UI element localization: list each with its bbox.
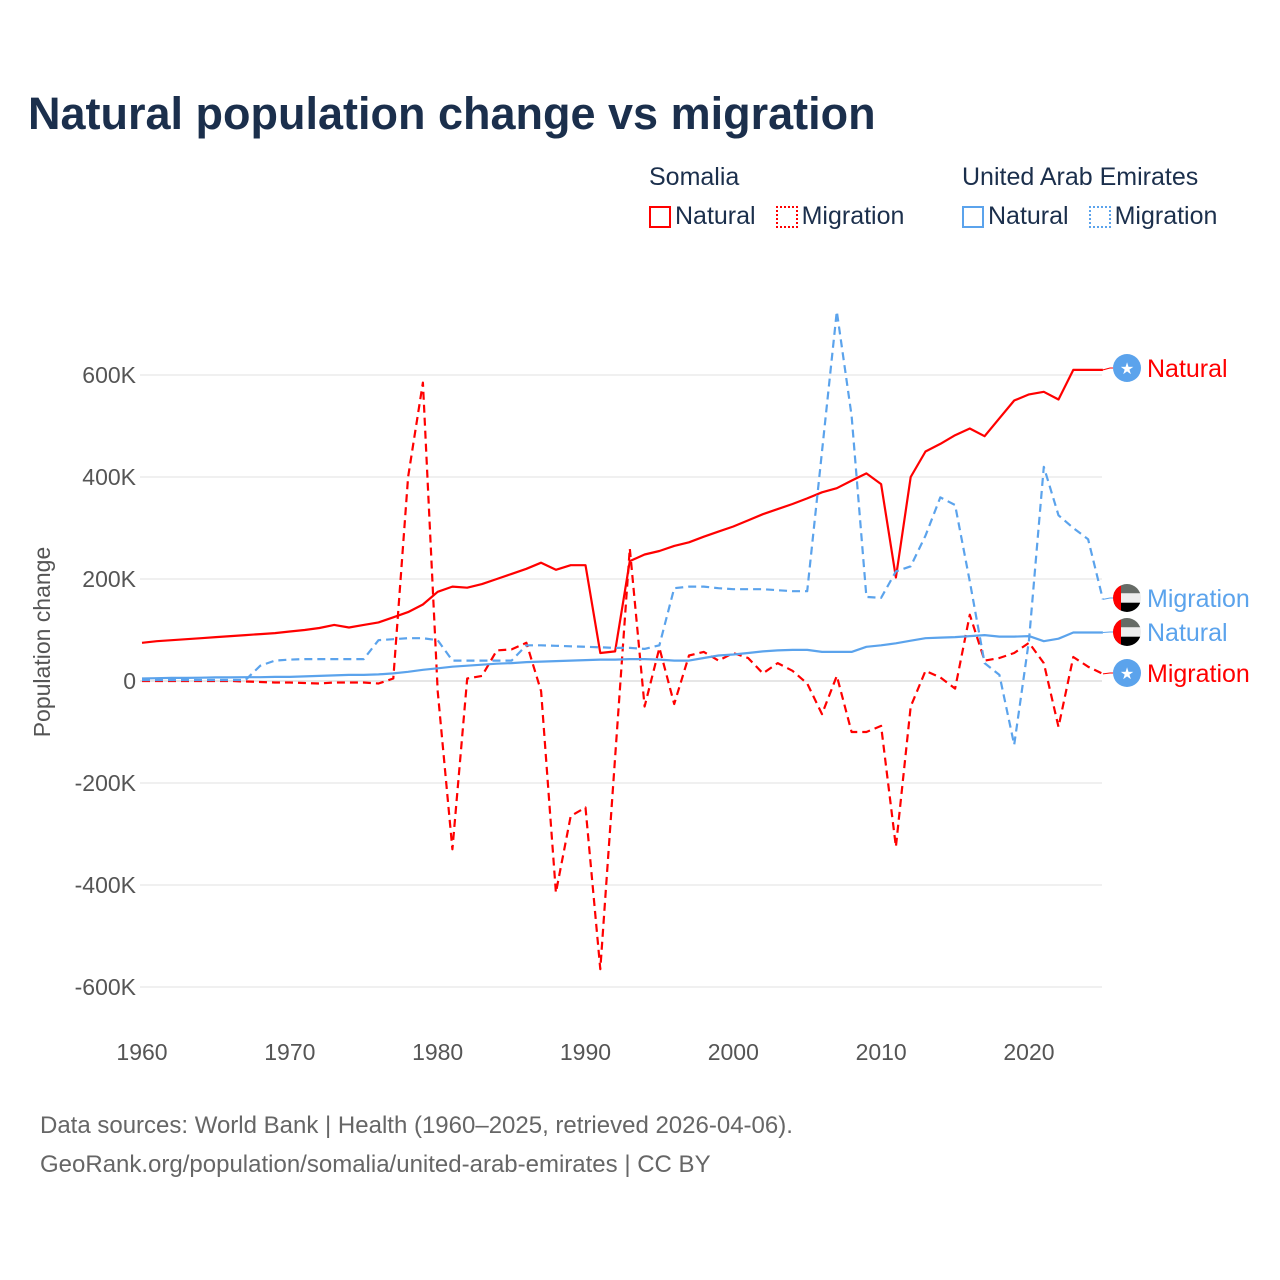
flag-circle	[1113, 354, 1141, 382]
x-tick-label: 2020	[1003, 1039, 1054, 1065]
legend-swatch-dotted	[1088, 205, 1111, 228]
end-label: Migration	[1147, 660, 1250, 688]
legend-somalia: Somalia Natural Migration	[649, 163, 904, 231]
star-icon: ★	[1120, 361, 1134, 378]
stripe-black	[1113, 602, 1141, 612]
legend-swatch-dotted	[775, 205, 798, 228]
stripe-red	[1113, 618, 1121, 646]
series-line-somalia-migration	[142, 381, 1104, 971]
flag-stripes	[1113, 618, 1141, 646]
stripe-red	[1113, 584, 1121, 612]
y-tick-label: -600K	[75, 974, 137, 1000]
legend-swatch-solid	[649, 205, 671, 228]
stripe-green	[1113, 618, 1141, 628]
y-tick-label: -200K	[75, 770, 137, 796]
stripe-white	[1113, 593, 1141, 603]
x-tick-label: 2010	[856, 1039, 907, 1065]
x-tick-label: 1980	[412, 1039, 463, 1065]
legend-item-somalia-natural[interactable]: Natural	[649, 202, 756, 231]
legend-item-somalia-migration[interactable]: Migration	[775, 202, 905, 231]
data-source: Data sources: World Bank | Health (1960–…	[40, 1112, 793, 1139]
series-line-united-arab-emirates-natural	[141, 631, 1103, 680]
legend-swatch-solid	[962, 205, 984, 228]
y-tick-label: 200K	[82, 566, 136, 592]
x-tick-label: 1960	[116, 1039, 167, 1065]
chart-title: Natural population change vs migration	[28, 88, 876, 139]
end-label-connector	[1102, 597, 1113, 600]
flag-circle	[1113, 659, 1141, 687]
legend-item-uae-migration[interactable]: Migration	[1088, 202, 1218, 231]
stripe-white	[1113, 627, 1141, 637]
legend-label: Migration	[801, 202, 905, 230]
end-label-connector	[1102, 367, 1113, 371]
source-link[interactable]: GeoRank.org/population/somalia/united-ar…	[40, 1151, 711, 1178]
y-axis-label: Population change	[29, 547, 55, 738]
legend-label: Natural	[988, 202, 1069, 230]
y-tick-label: -400K	[75, 872, 137, 898]
stripe-black	[1113, 636, 1141, 646]
end-label-connector	[1102, 672, 1113, 675]
uae-flag-icon	[1113, 618, 1141, 646]
legend-uae: United Arab Emirates Natural Migration	[962, 163, 1217, 231]
y-tick-label: 600K	[82, 362, 136, 388]
stripe-green	[1113, 584, 1141, 594]
legend-item-uae-natural[interactable]: Natural	[962, 202, 1069, 231]
series-line-united-arab-emirates-migration	[142, 310, 1104, 746]
series-line-somalia-natural	[141, 368, 1103, 655]
series-lines	[141, 310, 1104, 971]
legend-label: Natural	[675, 202, 756, 230]
x-axis: 1960 1970 1980 1990 2000 2010 2020	[116, 1039, 1054, 1065]
end-label: Migration	[1147, 585, 1250, 613]
legend-group-title: United Arab Emirates	[962, 163, 1199, 191]
grid	[140, 374, 1102, 988]
end-labels: ★ Natural ★ Migration Natural Migration	[1102, 354, 1250, 688]
legend-group-title: Somalia	[649, 163, 740, 191]
x-tick-label: 1990	[560, 1039, 611, 1065]
end-label: Natural	[1147, 355, 1228, 383]
legend-label: Migration	[1114, 202, 1218, 230]
somalia-flag-icon: ★	[1113, 354, 1141, 382]
footer: Data sources: World Bank | Health (1960–…	[40, 1106, 793, 1184]
uae-flag-icon	[1113, 584, 1141, 612]
star-icon: ★	[1120, 666, 1134, 683]
x-tick-label: 1970	[264, 1039, 315, 1065]
y-tick-label: 0	[123, 668, 136, 694]
end-label: Natural	[1147, 619, 1228, 647]
somalia-flag-icon: ★	[1113, 659, 1141, 687]
x-tick-label: 2000	[708, 1039, 759, 1065]
y-axis: -600K -400K -200K 0 200K 400K 600K	[75, 362, 137, 1000]
y-tick-label: 400K	[82, 464, 136, 490]
flag-stripes	[1113, 584, 1141, 612]
end-label-connector	[1102, 631, 1113, 634]
